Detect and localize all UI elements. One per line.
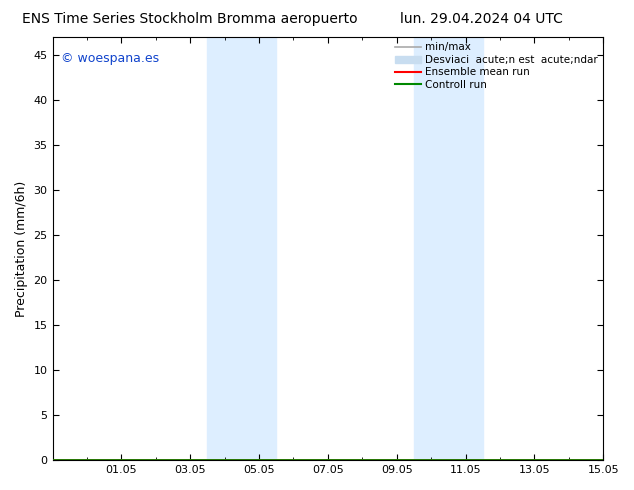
Text: © woespana.es: © woespana.es	[61, 52, 159, 65]
Text: lun. 29.04.2024 04 UTC: lun. 29.04.2024 04 UTC	[401, 12, 563, 26]
Bar	[414, 37, 482, 460]
Legend: min/max, Desviaci  acute;n est  acute;ndar, Ensemble mean run, Controll run: min/max, Desviaci acute;n est acute;ndar…	[393, 40, 600, 92]
Y-axis label: Precipitation (mm/6h): Precipitation (mm/6h)	[15, 180, 28, 317]
Bar	[207, 37, 276, 460]
Text: ENS Time Series Stockholm Bromma aeropuerto: ENS Time Series Stockholm Bromma aeropue…	[22, 12, 358, 26]
